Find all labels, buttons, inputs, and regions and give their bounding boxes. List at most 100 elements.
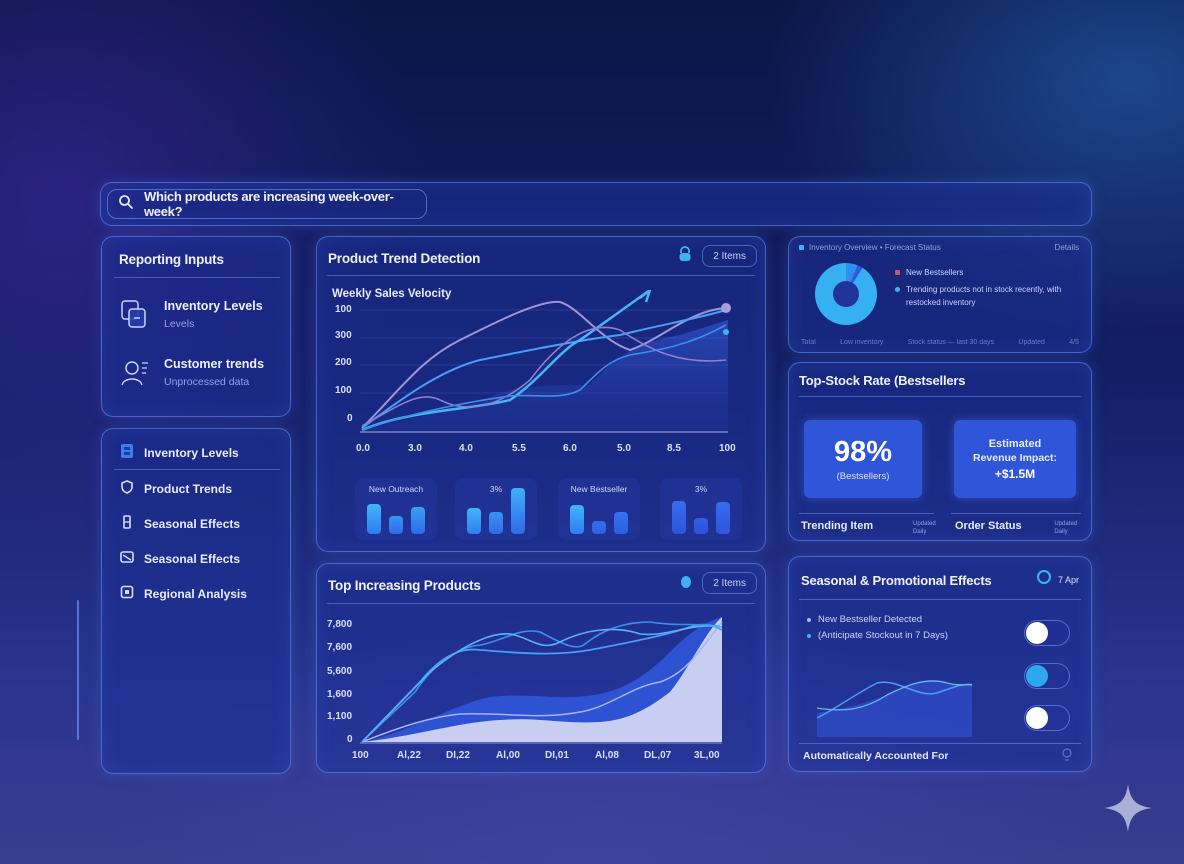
mini-bar-card[interactable]: New Bestseller bbox=[558, 478, 640, 540]
reporting-item-sublabel: Unprocessed data bbox=[164, 376, 250, 388]
clock-icon bbox=[1036, 569, 1052, 590]
y-tick: 100 bbox=[335, 304, 352, 315]
reporting-item-inventory[interactable]: Inventory Levels Levels bbox=[120, 299, 263, 336]
footer-label: Automatically Accounted For bbox=[803, 750, 949, 762]
y-tick: 0 bbox=[347, 734, 353, 745]
lightbulb-icon[interactable] bbox=[1061, 748, 1073, 767]
donut-footer: Total Low inventory Stock status — last 30… bbox=[801, 339, 1079, 346]
y-tick: 100 bbox=[335, 385, 352, 396]
search-bar[interactable]: Which products are increasing week-over-… bbox=[100, 182, 1092, 226]
seasonal-trend-chart bbox=[817, 680, 973, 737]
y-tick: 300 bbox=[335, 330, 352, 341]
battery-icon bbox=[120, 515, 134, 532]
panel-title: Top-Stock Rate (Bestsellers bbox=[799, 373, 966, 388]
mini-bar-card[interactable]: New Outreach bbox=[355, 478, 437, 540]
top-increasing-chart bbox=[360, 617, 723, 744]
search-icon bbox=[118, 194, 134, 215]
details-link[interactable]: Details bbox=[1054, 243, 1079, 252]
toggle-switch-3[interactable] bbox=[1024, 705, 1070, 731]
reporting-item-label: Customer trends bbox=[164, 357, 265, 371]
reporting-item-label: Inventory Levels bbox=[164, 299, 263, 313]
donut-chart bbox=[815, 263, 877, 325]
kpi-line: Revenue Impact: bbox=[972, 451, 1058, 464]
customer-icon bbox=[120, 357, 150, 394]
reporting-inputs-panel: Reporting Inputs Inventory Levels Levels… bbox=[101, 236, 291, 417]
mini-card-caption: 3% bbox=[489, 484, 503, 494]
shield-icon bbox=[120, 480, 134, 497]
x-tick: 100 bbox=[352, 750, 369, 761]
y-tick: 0 bbox=[347, 413, 353, 424]
y-tick: 7,600 bbox=[327, 642, 353, 653]
in-stock-rate-kpi[interactable]: 98% (Bestsellers) bbox=[804, 420, 922, 498]
footer-meta: Updated Daily bbox=[913, 521, 936, 535]
footer-label: Order Status bbox=[955, 520, 1022, 532]
sparkle-icon bbox=[1104, 784, 1152, 832]
legend-item: Trending products not in stock recently,… bbox=[895, 283, 1065, 309]
kpi-value: 98% bbox=[833, 436, 893, 468]
sidebar-header-inventory[interactable]: Inventory Levels bbox=[120, 443, 239, 462]
sidebar-item-label: Seasonal Effects bbox=[144, 516, 241, 531]
reporting-item-customer[interactable]: Customer trends Unprocessed data bbox=[120, 357, 264, 394]
toggle-switch-2[interactable] bbox=[1024, 663, 1070, 689]
kpi-label: (Bestsellers) bbox=[836, 471, 890, 482]
x-tick: 3L,00 bbox=[694, 750, 720, 761]
x-tick: Al,08 bbox=[595, 750, 619, 761]
message-icon bbox=[120, 550, 134, 567]
sidebar-item-label: Seasonal Effects bbox=[144, 551, 241, 566]
mini-card-caption: 3% bbox=[694, 484, 708, 494]
x-tick: 3.0 bbox=[408, 443, 422, 454]
x-tick: Al,22 bbox=[397, 750, 421, 761]
x-tick: 100 bbox=[719, 443, 736, 454]
mini-bar-card[interactable]: 3% bbox=[455, 478, 537, 540]
items-filter-button[interactable]: 2 Items bbox=[702, 572, 757, 594]
mini-bar-card[interactable]: 3% bbox=[660, 478, 742, 540]
sidebar-item-label: Regional Analysis bbox=[144, 586, 247, 601]
y-tick: 200 bbox=[335, 357, 352, 368]
y-tick: 1,600 bbox=[327, 689, 353, 700]
weekly-sales-velocity-chart bbox=[360, 290, 731, 433]
toggle-switch-1[interactable] bbox=[1024, 620, 1070, 646]
sidebar-nav: Inventory Levels Product Trends Seasonal… bbox=[101, 428, 291, 774]
bullet-item: New Bestseller Detected bbox=[807, 614, 922, 625]
sidebar-item-regional-analysis[interactable]: Regional Analysis bbox=[120, 585, 247, 602]
sidebar-item-seasonal-effects[interactable]: Seasonal Effects bbox=[120, 515, 240, 532]
x-tick: 8.5 bbox=[667, 443, 681, 454]
square-icon bbox=[120, 585, 134, 602]
revenue-impact-kpi[interactable]: Estimated Revenue Impact: +$1.5M bbox=[954, 420, 1076, 498]
items-filter-button[interactable]: 2 Items bbox=[702, 245, 757, 267]
sidebar-item-label: Product Trends bbox=[144, 481, 233, 496]
panel-title: Top Increasing Products bbox=[328, 578, 481, 593]
x-tick: DI,22 bbox=[446, 750, 470, 761]
y-tick: 1,100 bbox=[327, 711, 353, 722]
decorative-line bbox=[77, 600, 79, 740]
y-tick: 5,600 bbox=[327, 666, 353, 677]
info-dot-icon[interactable] bbox=[680, 573, 692, 594]
x-tick: Al,00 bbox=[496, 750, 520, 761]
reporting-item-sublabel: Levels bbox=[164, 318, 195, 330]
sidebar-item-seasonal-effects-2[interactable]: Seasonal Effects bbox=[120, 550, 240, 567]
inventory-icon bbox=[120, 299, 150, 336]
sidebar-item-product-trends[interactable]: Product Trends bbox=[120, 480, 232, 497]
seasonal-effects-panel: Seasonal & Promotional Effects 7 Apr New… bbox=[788, 556, 1092, 772]
x-tick: 5.5 bbox=[512, 443, 526, 454]
search-query: Which products are increasing week-over-… bbox=[144, 189, 394, 219]
kpi-value: +$1.5M bbox=[994, 466, 1036, 481]
footer-meta: Updated Daily bbox=[1054, 521, 1077, 535]
footer-label: Trending Item bbox=[801, 520, 874, 532]
x-tick: DL,07 bbox=[644, 750, 672, 761]
panel-title: Product Trend Detection bbox=[328, 251, 481, 266]
search-input[interactable]: Which products are increasing week-over-… bbox=[107, 189, 427, 219]
date-badge[interactable]: 7 Apr bbox=[1036, 569, 1079, 590]
kpi-line: Estimated bbox=[988, 437, 1042, 450]
x-tick: 4.0 bbox=[459, 443, 473, 454]
mini-card-caption: New Outreach bbox=[368, 484, 424, 494]
panel-title: Seasonal & Promotional Effects bbox=[801, 573, 992, 588]
mini-card-caption: New Bestseller bbox=[570, 484, 628, 494]
legend-item: New Bestsellers bbox=[895, 268, 963, 277]
sidebar-header-label: Inventory Levels bbox=[144, 445, 239, 460]
x-tick: 6.0 bbox=[563, 443, 577, 454]
panel-title: Reporting Inputs bbox=[119, 252, 224, 267]
inventory-icon bbox=[120, 443, 134, 462]
y-tick: 7,800 bbox=[327, 619, 353, 630]
lock-icon[interactable] bbox=[678, 245, 692, 267]
